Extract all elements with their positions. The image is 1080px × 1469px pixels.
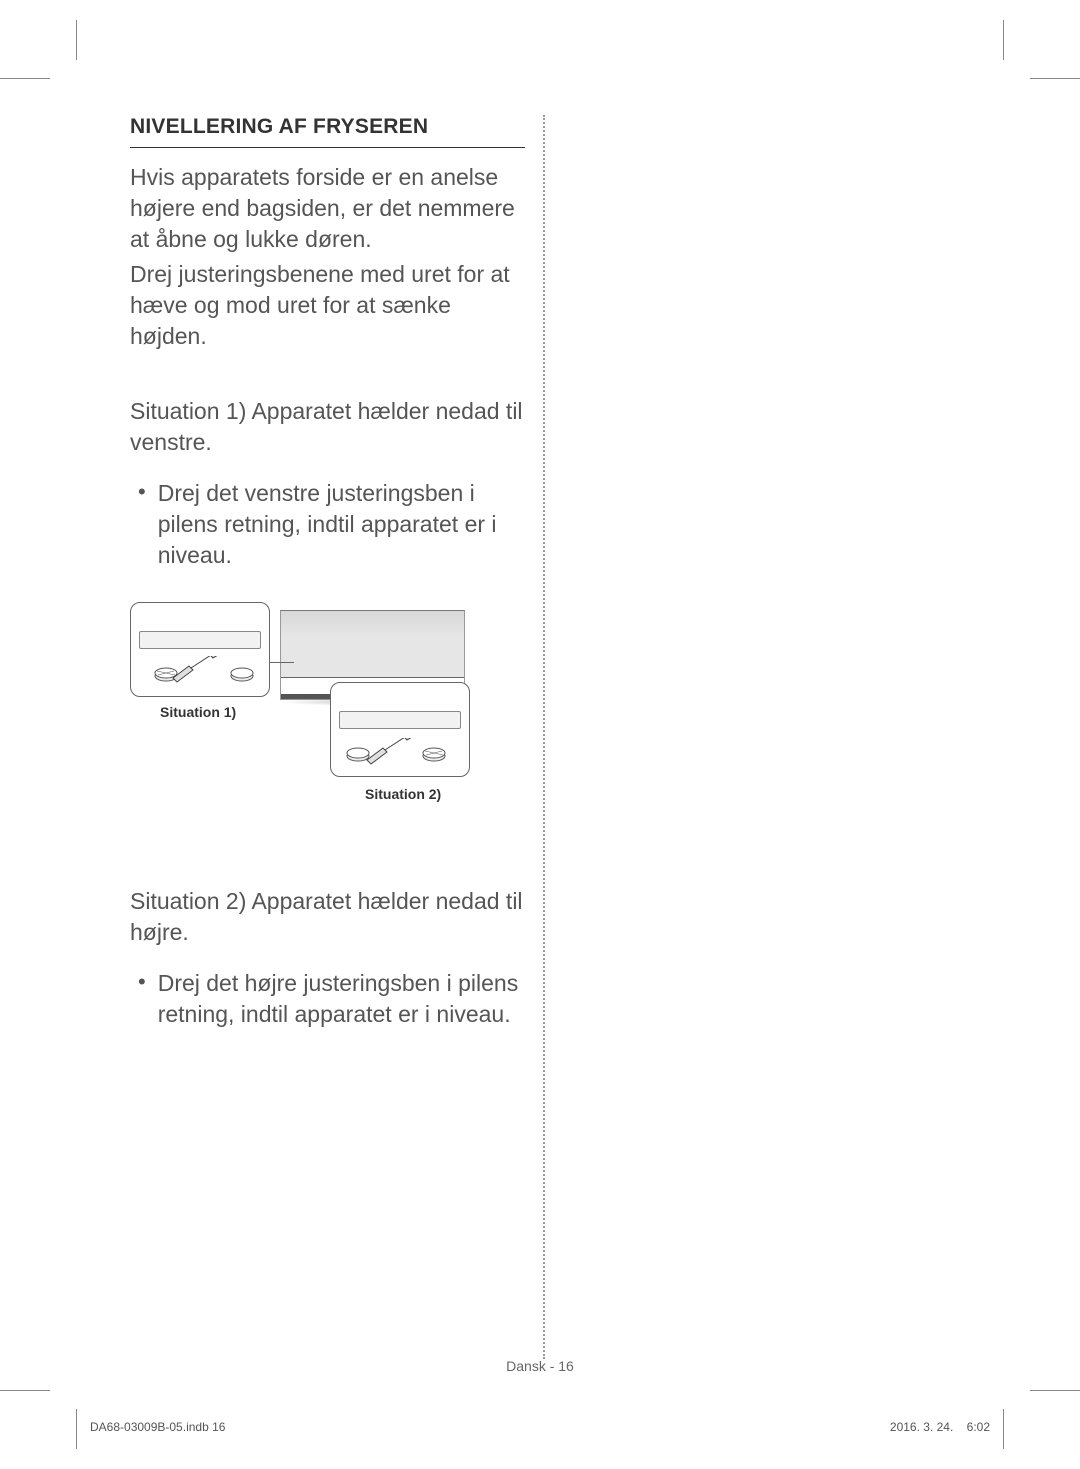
crop-mark (1003, 20, 1004, 60)
situation-2-bullet-text: Drej det højre justeringsben i pilens re… (158, 968, 525, 1030)
section-heading: NIVELLERING AF FRYSEREN (130, 115, 525, 148)
situation-2-heading: Situation 2) Apparatet hælder nedad til … (130, 886, 525, 948)
page-content: NIVELLERING AF FRYSEREN Hvis apparatets … (130, 115, 950, 1359)
intro-paragraph-1: Hvis apparatets forside er en anelse høj… (130, 162, 525, 255)
leveling-foot-icon (421, 746, 447, 762)
situation-1-bullet-text: Drej det venstre justeringsben i pilens … (158, 478, 525, 571)
footer-date: 2016. 3. 24. (890, 1420, 953, 1434)
page-number: Dansk - 16 (0, 1358, 1080, 1374)
crop-mark (76, 20, 77, 60)
diagram-caption-left: Situation 1) (160, 704, 236, 720)
crop-mark (76, 1409, 77, 1449)
detail-box-left (130, 602, 270, 697)
crop-mark (1003, 1409, 1004, 1449)
leveling-foot-icon (229, 666, 255, 682)
crop-mark (0, 78, 50, 79)
crop-mark (1030, 1390, 1080, 1391)
detail-box-right (330, 682, 470, 777)
footer-timestamp: 2016. 3. 24. 6:02 (890, 1420, 990, 1434)
footer-time: 6:02 (967, 1420, 990, 1434)
column-divider (543, 115, 545, 1359)
leader-line (268, 662, 294, 663)
intro-paragraph-2: Drej justeringsbenene med uret for at hæ… (130, 259, 525, 352)
bullet-icon: • (138, 478, 146, 571)
screwdriver-icon (171, 656, 226, 686)
bullet-icon: • (138, 968, 146, 1030)
situation-2-bullet: • Drej det højre justeringsben i pilens … (130, 968, 525, 1030)
detail-shelf (339, 711, 461, 729)
left-column: NIVELLERING AF FRYSEREN Hvis apparatets … (130, 115, 525, 1030)
crop-mark (1030, 78, 1080, 79)
crop-mark (0, 1390, 50, 1391)
detail-shelf (139, 631, 261, 649)
diagram-caption-right: Situation 2) (365, 786, 441, 802)
situation-1-heading: Situation 1) Apparatet hælder nedad til … (130, 396, 525, 458)
footer-filename: DA68-03009B-05.indb 16 (90, 1420, 225, 1434)
situation-1-bullet: • Drej det venstre justeringsben i pilen… (130, 478, 525, 571)
leveling-diagram: Situation 1) Situation 2) (130, 602, 525, 822)
screwdriver-icon (365, 738, 420, 768)
